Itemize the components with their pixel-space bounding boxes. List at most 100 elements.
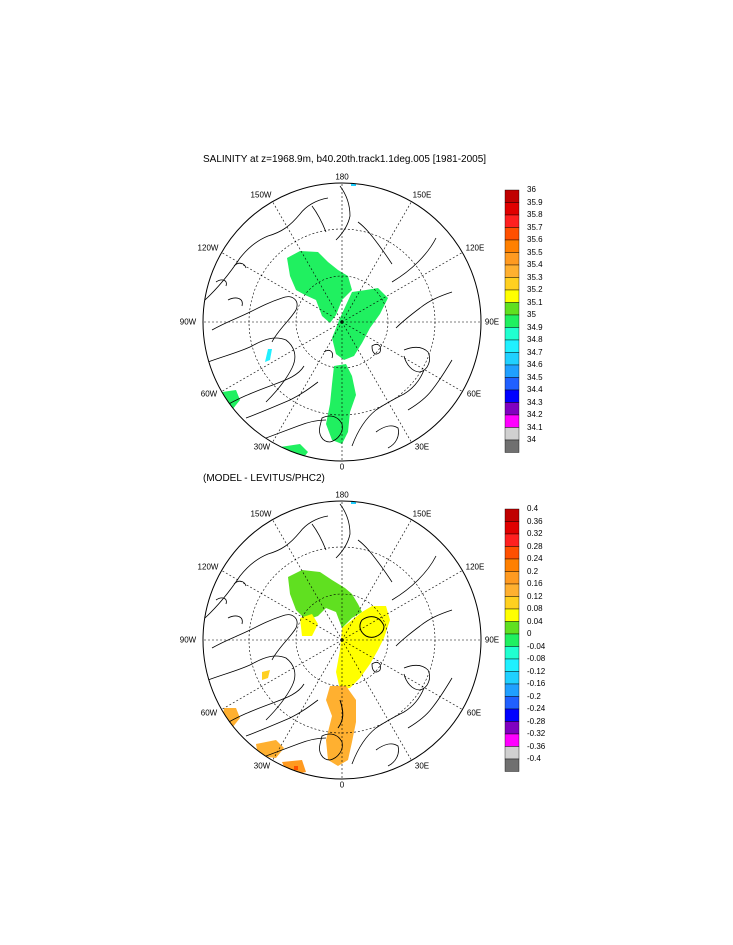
top-colorbar-swatch [504, 327, 520, 341]
bottom-colorbar-swatch [504, 658, 520, 672]
top-colorbar-swatch [504, 439, 520, 453]
bottom-colorbar [504, 508, 520, 772]
top-coastlines [204, 185, 453, 449]
bottom-colorbar-label: 0.24 [527, 554, 543, 563]
bottom-lon-label-90w: 90W [179, 635, 197, 645]
top-colorbar-swatch [504, 227, 520, 241]
bottom-map-title: (MODEL - LEVITUS/PHC2) [203, 473, 325, 484]
bottom-colorbar-swatch [504, 633, 520, 647]
bottom-map-border [202, 500, 482, 780]
bottom-lon-label-60w: 60W [200, 708, 218, 718]
bottom-colorbar-swatch [504, 621, 520, 635]
bottom-colorbar-swatch [504, 583, 520, 597]
top-colorbar-swatch [504, 202, 520, 216]
top-colorbar-swatch [504, 364, 520, 378]
top-colorbar-label: 34.4 [527, 385, 543, 394]
bottom-graticule [203, 501, 481, 779]
top-lon-label-120e: 120E [465, 243, 485, 253]
bottom-colorbar-swatch [504, 733, 520, 747]
top-colorbar-label: 35.6 [527, 235, 543, 244]
bottom-colorbar-label: 0.16 [527, 579, 543, 588]
bottom-colorbar-label: -0.24 [527, 704, 546, 713]
bottom-colorbar-label: 0.2 [527, 566, 539, 576]
bottom-lon-label-120w: 120W [197, 562, 219, 572]
bottom-colorbar-label: 0 [527, 629, 532, 638]
top-colorbar-swatch [504, 239, 520, 253]
top-colorbar-swatch [504, 414, 520, 428]
bottom-lon-label-90e: 90E [484, 635, 500, 645]
bottom-colorbar-swatch [504, 571, 520, 585]
top-colorbar-label: 34.1 [527, 422, 543, 432]
top-colorbar-label: 35.3 [527, 272, 543, 282]
top-colorbar-swatch [504, 389, 520, 403]
top-colorbar-swatch [504, 314, 520, 328]
top-lon-label-180: 180 [335, 172, 349, 182]
bottom-colorbar-label: -0.12 [527, 666, 546, 676]
bottom-colorbar-label: -0.08 [527, 654, 546, 663]
top-lon-label-30w: 30W [253, 442, 271, 452]
bottom-lon-label-30e: 30E [414, 761, 430, 771]
bottom-colorbar-swatch [504, 508, 520, 522]
top-colorbar-swatch [504, 252, 520, 266]
top-colorbar-label: 34.3 [527, 397, 543, 407]
bottom-colorbar-swatch [504, 746, 520, 760]
bottom-colorbar-label: -0.16 [527, 679, 546, 688]
bottom-colorbar-label: -0.32 [527, 729, 546, 738]
top-colorbar-label: 34.2 [527, 410, 543, 419]
bottom-colorbar-label: 0.32 [527, 529, 543, 538]
top-lon-label-150e: 150E [412, 190, 432, 200]
bottom-colorbar-swatch [504, 558, 520, 572]
top-colorbar-swatch [504, 352, 520, 366]
bottom-colorbar-label: 0.08 [527, 604, 543, 613]
top-salinity-field [222, 183, 388, 461]
bottom-colorbar-swatch [504, 671, 520, 685]
top-colorbar-swatch [504, 189, 520, 203]
top-colorbar-label: 35.1 [527, 297, 543, 307]
top-colorbar-label: 35.8 [527, 210, 543, 219]
bottom-colorbar-label: 0.04 [527, 616, 543, 626]
top-lon-label-30e: 30E [414, 442, 430, 452]
bottom-colorbar-swatch [504, 521, 520, 535]
top-colorbar-label: 34.6 [527, 360, 543, 369]
bottom-coastlines [204, 503, 453, 767]
top-colorbar-label: 35.2 [527, 285, 543, 294]
top-colorbar-swatch [504, 427, 520, 441]
bottom-colorbar-swatch [504, 646, 520, 660]
bottom-colorbar-label: -0.28 [527, 716, 546, 726]
bottom-colorbar-swatch [504, 708, 520, 722]
bottom-colorbar-label: 0.4 [527, 504, 539, 513]
top-lon-label-150w: 150W [250, 190, 272, 200]
bottom-colorbar-swatch [504, 721, 520, 735]
bottom-lon-label-0: 0 [339, 780, 345, 790]
top-colorbar-label: 34 [527, 435, 536, 444]
top-colorbar-label: 35.5 [527, 247, 543, 257]
top-colorbar-swatch [504, 264, 520, 278]
bottom-colorbar-swatch [504, 683, 520, 697]
top-colorbar-swatch [504, 277, 520, 291]
top-colorbar-swatch [504, 214, 520, 228]
bottom-difference-field [222, 501, 390, 776]
top-colorbar-swatch [504, 302, 520, 316]
bottom-lon-label-150e: 150E [412, 509, 432, 519]
top-lon-label-90e: 90E [484, 317, 500, 327]
top-colorbar-swatch [504, 289, 520, 303]
top-colorbar-label: 34.7 [527, 347, 543, 357]
bottom-colorbar-label: 0.36 [527, 516, 543, 526]
top-lon-label-60w: 60W [200, 389, 218, 399]
top-lon-label-0: 0 [339, 462, 345, 472]
top-map-border [202, 182, 482, 462]
top-colorbar [504, 189, 520, 453]
bottom-colorbar-label: -0.4 [527, 754, 541, 763]
bottom-colorbar-swatch [504, 533, 520, 547]
bottom-colorbar-swatch [504, 758, 520, 772]
top-colorbar-label: 35.9 [527, 197, 543, 207]
top-lon-label-90w: 90W [179, 317, 197, 327]
bottom-colorbar-label: -0.2 [527, 691, 541, 701]
top-colorbar-label: 35.4 [527, 260, 543, 269]
top-colorbar-label: 34.9 [527, 322, 543, 332]
bottom-colorbar-label: 0.28 [527, 541, 543, 551]
bottom-colorbar-label: 0.12 [527, 591, 543, 601]
top-map-title: SALINITY at z=1968.9m, b40.20th.track1.1… [203, 154, 487, 165]
top-colorbar-label: 34.8 [527, 335, 543, 344]
